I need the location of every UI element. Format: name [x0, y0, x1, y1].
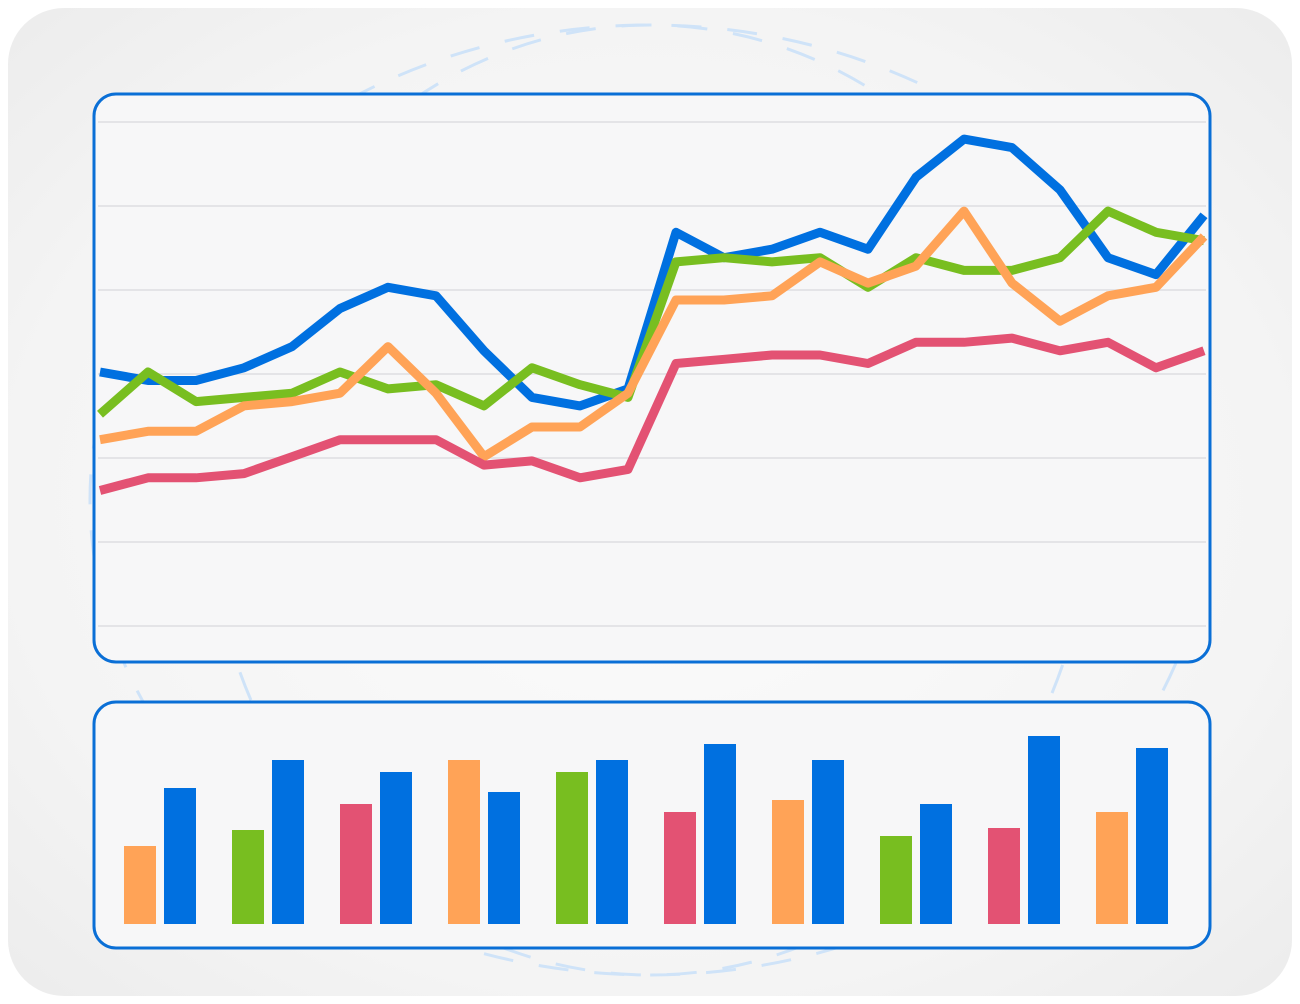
bar-green [880, 836, 912, 924]
bar-orange [772, 800, 804, 924]
bar-blue [812, 760, 844, 924]
bar-chart [92, 700, 1212, 950]
line-chart-frame [92, 92, 1212, 664]
series-line-pink [98, 333, 1206, 495]
bar-blue [488, 792, 520, 924]
line-chart [92, 92, 1212, 664]
bar-orange [1096, 812, 1128, 924]
bar-orange [448, 760, 480, 924]
bar-blue [1028, 736, 1060, 924]
bar-pink [664, 812, 696, 924]
bar-green [232, 830, 264, 924]
bar-blue [272, 760, 304, 924]
bar-blue [596, 760, 628, 924]
bar-chart-bars [124, 736, 1168, 924]
bar-blue [164, 788, 196, 924]
line-chart-series [97, 134, 1208, 495]
bar-orange [124, 846, 156, 924]
bar-blue [1136, 748, 1168, 924]
bar-green [556, 772, 588, 924]
bar-blue [920, 804, 952, 924]
series-line-orange [99, 206, 1208, 462]
series-line-blue [99, 134, 1208, 411]
bar-blue [380, 772, 412, 924]
bar-pink [340, 804, 372, 924]
bar-pink [988, 828, 1020, 924]
series-line-green [97, 206, 1205, 418]
bar-blue [704, 744, 736, 924]
